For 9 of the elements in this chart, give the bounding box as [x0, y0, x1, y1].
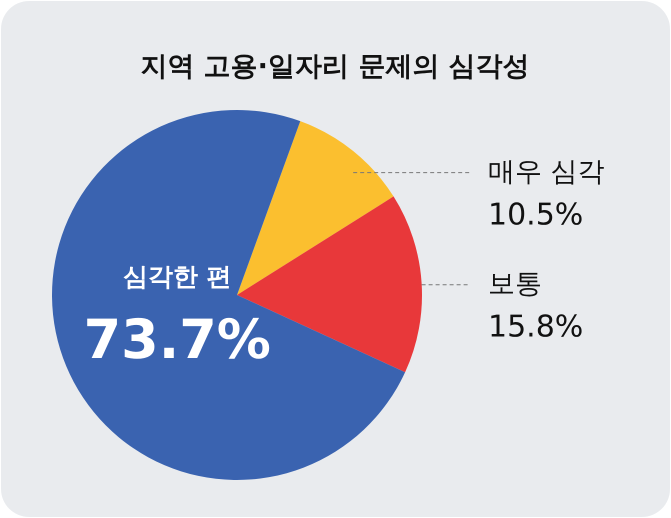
- chart-title: 지역 고용·일자리 문제의 심각성: [140, 51, 530, 82]
- pie-slice: [52, 110, 406, 480]
- pie-slice: [237, 121, 394, 295]
- data-label: 73.7%: [84, 308, 271, 371]
- slice-label: 보통: [488, 268, 542, 300]
- slice-label: 매우 심각: [488, 156, 605, 188]
- data-label: 10.5%: [488, 198, 584, 233]
- data-label: 15.8%: [488, 310, 584, 345]
- slice-label: 심각한 편: [122, 262, 232, 291]
